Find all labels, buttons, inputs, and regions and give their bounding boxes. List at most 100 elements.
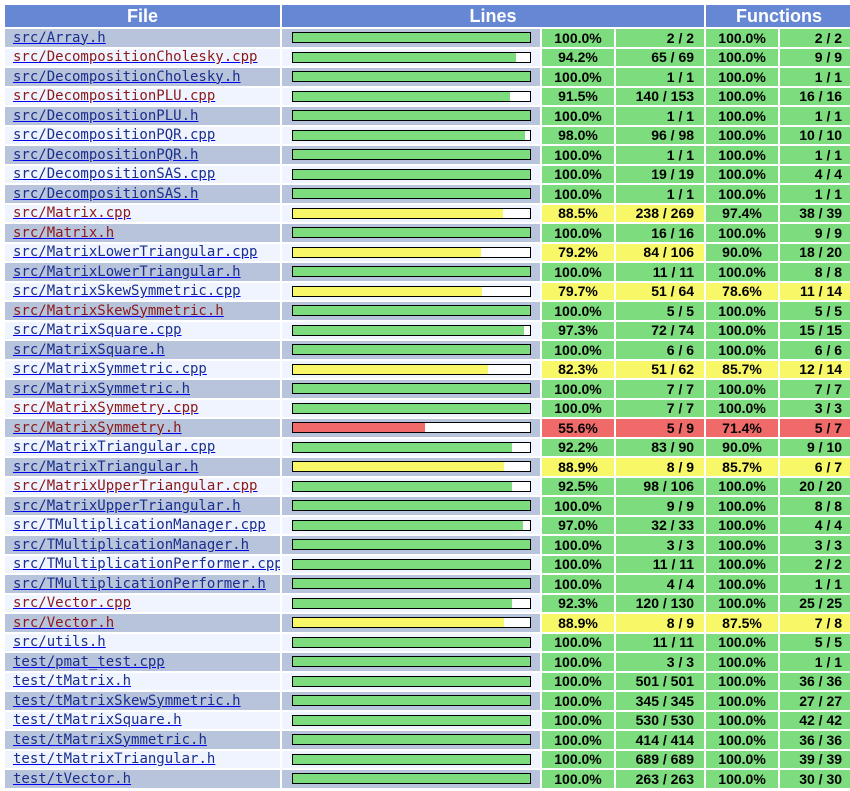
line-coverage-count: 1 / 1 <box>616 185 705 203</box>
file-link[interactable]: src/MatrixUpperTriangular.h <box>13 498 241 514</box>
coverage-bar <box>292 71 531 83</box>
function-coverage-percent: 100.0% <box>706 263 779 281</box>
table-row: src/DecompositionPQR.h 100.0% 1 / 1 100.0% 1… <box>5 146 850 164</box>
file-link[interactable]: src/TMultiplicationPerformer.cpp <box>13 556 280 572</box>
function-coverage-count: 15 / 15 <box>780 321 850 339</box>
file-name: Vector.h <box>46 614 115 631</box>
coverage-bar-cell <box>282 594 540 612</box>
file-link[interactable]: test/tMatrixSymmetric.h <box>13 732 207 748</box>
function-coverage-percent: 90.0% <box>706 243 779 261</box>
file-link[interactable]: src/MatrixSquare.h <box>13 342 165 358</box>
file-link[interactable]: src/MatrixSymmetry.cpp <box>13 400 198 416</box>
coverage-bar-cell <box>282 165 540 183</box>
coverage-bar-fill <box>293 364 489 374</box>
coverage-bar-fill <box>293 774 530 784</box>
file-link[interactable]: src/TMultiplicationManager.h <box>13 537 249 553</box>
table-row: src/utils.h 100.0% 11 / 11 100.0% 5 / 5 <box>5 633 850 651</box>
file-name: Matrix.h <box>46 224 115 241</box>
file-link[interactable]: src/MatrixTriangular.h <box>13 459 198 475</box>
function-coverage-percent: 100.0% <box>706 87 779 105</box>
function-coverage-count: 9 / 10 <box>780 438 850 456</box>
table-row: src/MatrixSymmetry.cpp 100.0% 7 / 7 100.0% 3… <box>5 399 850 417</box>
file-link[interactable]: src/DecompositionSAS.h <box>13 186 198 202</box>
coverage-bar <box>292 285 531 297</box>
file-cell: src/DecompositionSAS.cpp <box>5 165 280 183</box>
file-dir: src/ <box>13 107 47 124</box>
file-name: MatrixSquare.h <box>46 341 165 358</box>
file-link[interactable]: src/DecompositionPLU.cpp <box>13 88 215 104</box>
file-dir: src/ <box>13 400 47 417</box>
file-dir: src/ <box>13 478 47 495</box>
file-link[interactable]: src/MatrixSymmetric.cpp <box>13 361 207 377</box>
table-row: src/Array.h 100.0% 2 / 2 100.0% 2 / 2 <box>5 29 850 47</box>
coverage-bar <box>292 636 531 648</box>
file-dir: src/ <box>13 419 47 436</box>
file-link[interactable]: src/DecompositionPQR.h <box>13 147 198 163</box>
file-link[interactable]: src/MatrixUpperTriangular.cpp <box>13 478 257 494</box>
file-name: DecompositionPQR.h <box>46 146 199 163</box>
file-link[interactable]: src/MatrixTriangular.cpp <box>13 439 215 455</box>
line-coverage-count: 263 / 263 <box>616 770 705 788</box>
file-link[interactable]: src/MatrixLowerTriangular.cpp <box>13 244 257 260</box>
file-link[interactable]: test/pmat_test.cpp <box>13 654 165 670</box>
file-link[interactable]: src/DecompositionCholesky.cpp <box>13 49 257 65</box>
table-row: test/tMatrixSkewSymmetric.h 100.0% 345 / 3… <box>5 692 850 710</box>
file-link[interactable]: src/MatrixSquare.cpp <box>13 322 182 338</box>
file-link[interactable]: src/Vector.cpp <box>13 595 131 611</box>
file-dir: src/ <box>13 88 47 105</box>
file-link[interactable]: test/tMatrixSquare.h <box>13 712 182 728</box>
file-link[interactable]: src/MatrixSkewSymmetric.cpp <box>13 283 241 299</box>
function-coverage-percent: 85.7% <box>706 458 779 476</box>
coverage-bar <box>292 149 531 161</box>
file-link[interactable]: test/tVector.h <box>13 771 131 787</box>
function-coverage-count: 1 / 1 <box>780 107 850 125</box>
file-link[interactable]: test/tMatrix.h <box>13 673 131 689</box>
line-coverage-count: 19 / 19 <box>616 165 705 183</box>
file-dir: test/ <box>13 692 56 709</box>
file-link[interactable]: src/DecompositionPLU.h <box>13 108 198 124</box>
file-link[interactable]: src/DecompositionSAS.cpp <box>13 166 215 182</box>
function-coverage-percent: 100.0% <box>706 575 779 593</box>
coverage-bar-cell <box>282 438 540 456</box>
file-link[interactable]: src/MatrixLowerTriangular.h <box>13 264 241 280</box>
file-dir: src/ <box>13 361 47 378</box>
function-coverage-percent: 100.0% <box>706 653 779 671</box>
file-link[interactable]: src/utils.h <box>13 634 106 650</box>
file-link[interactable]: test/tMatrixSkewSymmetric.h <box>13 693 241 709</box>
file-link[interactable]: src/Vector.h <box>13 615 114 631</box>
table-row: test/tMatrix.h 100.0% 501 / 501 100.0% 36 / … <box>5 672 850 690</box>
line-coverage-percent: 94.2% <box>542 48 614 66</box>
function-coverage-percent: 100.0% <box>706 380 779 398</box>
file-link[interactable]: src/Matrix.h <box>13 225 114 241</box>
coverage-bar-cell <box>282 575 540 593</box>
file-cell: src/MatrixSymmetric.h <box>5 380 280 398</box>
line-coverage-percent: 100.0% <box>542 711 614 729</box>
file-cell: test/tMatrixSymmetric.h <box>5 731 280 749</box>
file-name: DecompositionSAS.h <box>46 185 199 202</box>
file-name: TMultiplicationPerformer.cpp <box>46 556 280 573</box>
file-cell: src/TMultiplicationPerformer.h <box>5 575 280 593</box>
coverage-bar-fill <box>293 208 503 218</box>
file-link[interactable]: src/DecompositionPQR.cpp <box>13 127 215 143</box>
file-link[interactable]: src/Matrix.cpp <box>13 205 131 221</box>
file-name: MatrixUpperTriangular.cpp <box>46 478 258 495</box>
coverage-bar-fill <box>293 345 530 355</box>
line-coverage-count: 9 / 9 <box>616 497 705 515</box>
line-coverage-count: 72 / 74 <box>616 321 705 339</box>
coverage-bar-fill <box>293 325 524 335</box>
line-coverage-count: 7 / 7 <box>616 380 705 398</box>
file-link[interactable]: test/tMatrixTriangular.h <box>13 751 215 767</box>
file-link[interactable]: src/TMultiplicationPerformer.h <box>13 576 266 592</box>
line-coverage-count: 65 / 69 <box>616 48 705 66</box>
file-link[interactable]: src/DecompositionCholesky.h <box>13 69 241 85</box>
coverage-bar-cell <box>282 653 540 671</box>
coverage-bar-cell <box>282 633 540 651</box>
file-link[interactable]: src/Array.h <box>13 30 106 46</box>
file-link[interactable]: src/MatrixSymmetric.h <box>13 381 190 397</box>
file-name: pmat_test.cpp <box>55 653 165 670</box>
file-link[interactable]: src/MatrixSkewSymmetric.h <box>13 303 224 319</box>
file-link[interactable]: src/TMultiplicationManager.cpp <box>13 517 266 533</box>
file-link[interactable]: src/MatrixSymmetry.h <box>13 420 182 436</box>
line-coverage-percent: 100.0% <box>542 536 614 554</box>
coverage-bar <box>292 539 531 551</box>
